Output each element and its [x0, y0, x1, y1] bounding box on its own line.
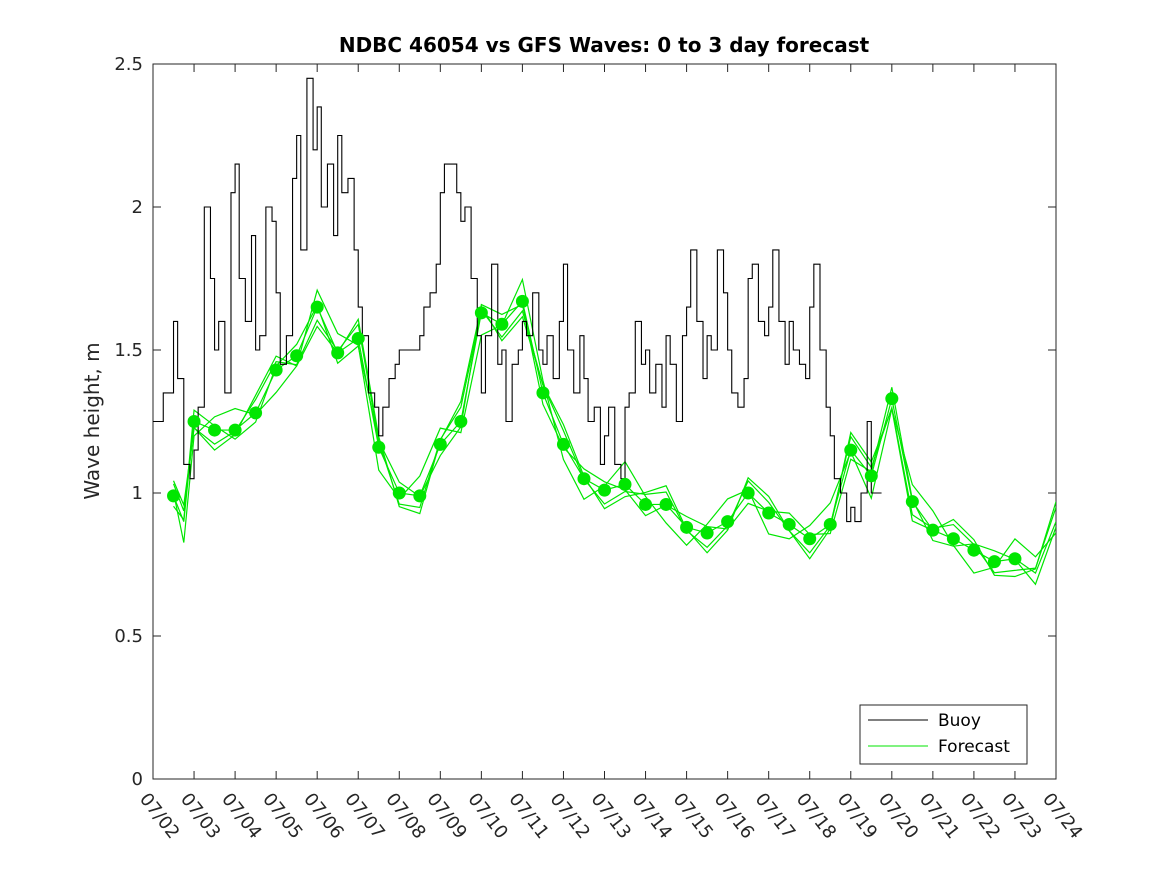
- y-tick-label: 1.5: [114, 340, 143, 361]
- y-tick-label: 0.5: [114, 626, 143, 647]
- legend-forecast-label: Forecast: [938, 737, 1010, 757]
- y-axis-label: Wave height, m: [80, 342, 104, 499]
- forecast-line-2: [173, 303, 1056, 586]
- forecast-marker: [249, 406, 263, 420]
- forecast-marker: [659, 497, 673, 511]
- y-tick-label: 1: [132, 483, 143, 504]
- forecast-marker: [782, 517, 796, 531]
- y-tick-label: 2: [132, 197, 143, 218]
- forecast-marker: [905, 495, 919, 509]
- forecast-marker: [351, 332, 365, 346]
- forecast-marker: [926, 523, 940, 537]
- forecast-marker: [639, 497, 653, 511]
- forecast-marker: [618, 477, 632, 491]
- forecast-line-4: [172, 304, 1056, 578]
- forecast-marker: [741, 486, 755, 500]
- y-tick-label: 2.5: [114, 54, 143, 75]
- forecast-marker: [967, 543, 981, 557]
- forecast-marker: [413, 489, 427, 503]
- forecast-marker: [392, 486, 406, 500]
- forecast-marker: [885, 392, 899, 406]
- forecast-marker: [187, 415, 201, 428]
- forecast-marker: [536, 386, 550, 400]
- forecast-marker: [269, 363, 283, 377]
- chart-title: NDBC 46054 vs GFS Waves: 0 to 3 day fore…: [339, 33, 870, 57]
- forecast-marker: [556, 437, 570, 451]
- forecast-marker: [167, 489, 181, 503]
- forecast-marker: [515, 294, 529, 308]
- forecast-marker: [577, 472, 591, 486]
- legend-box: [859, 704, 1028, 765]
- forecast-marker: [946, 532, 960, 546]
- forecast-marker: [762, 506, 776, 520]
- forecast-marker: [474, 306, 488, 320]
- forecast-marker: [331, 346, 345, 360]
- forecast-marker: [864, 469, 878, 483]
- forecast-marker: [1008, 552, 1022, 566]
- y-tick-label: 0: [132, 769, 143, 790]
- forecast-marker: [310, 300, 324, 314]
- forecast-marker: [372, 440, 386, 454]
- legend-buoy-label: Buoy: [938, 711, 981, 731]
- forecast-marker: [987, 555, 1001, 569]
- forecast-marker: [495, 317, 509, 331]
- y-axis: 0 0.5 1 1.5 2 2.5: [114, 54, 1056, 790]
- forecast-marker: [454, 415, 468, 428]
- forecast-line-1: [172, 308, 1056, 574]
- legend: Buoy Forecast: [859, 704, 1028, 765]
- forecast-marker: [290, 349, 304, 363]
- plot-area: [152, 63, 1057, 780]
- buoy-line: [153, 77, 882, 523]
- forecast-marker: [844, 443, 858, 457]
- forecast-marker: [721, 515, 735, 529]
- forecast-marker: [700, 526, 714, 540]
- forecast-marker: [208, 423, 222, 437]
- forecast-marker: [433, 437, 447, 451]
- forecast-marker: [680, 520, 694, 534]
- forecast-marker: [228, 423, 242, 437]
- forecast-marker: [823, 517, 837, 531]
- forecast-marker: [598, 483, 611, 497]
- forecast-marker: [803, 532, 817, 546]
